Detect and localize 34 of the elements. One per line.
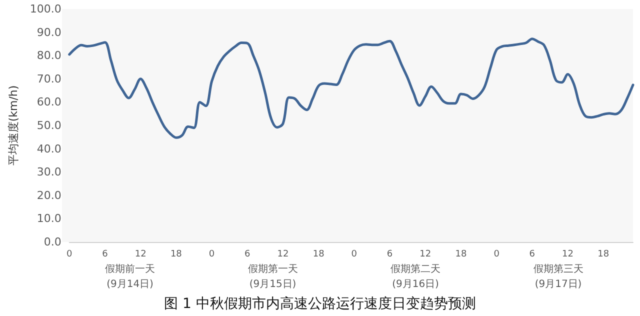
x-tick-label: 6 bbox=[102, 250, 108, 260]
x-tick-label: 18 bbox=[598, 250, 610, 260]
y-tick-label: 100.0 bbox=[30, 2, 62, 16]
x-tick-label: 12 bbox=[134, 250, 146, 260]
text: 假期第二天 (9月16日) bbox=[390, 263, 440, 290]
y-tick-label: 0.0 bbox=[44, 236, 62, 248]
y-tick-label: 40.0 bbox=[36, 142, 62, 156]
x-tick-label: 6 bbox=[244, 250, 251, 260]
x-tick-label: 12 bbox=[277, 250, 289, 260]
x-tick-label: 0 bbox=[351, 250, 358, 260]
text: 假期第三天 (9月17日) bbox=[533, 263, 584, 290]
x-tick-label: 18 bbox=[455, 250, 467, 260]
x-tick-label: 0 bbox=[66, 250, 73, 260]
x-tick-label: 12 bbox=[420, 250, 432, 260]
line-series bbox=[68, 38, 634, 139]
y-tick-label: 70.0 bbox=[36, 72, 62, 86]
text: 图 1 中秋假期市内高速公路运行速度日变趋势预测 bbox=[164, 296, 476, 312]
x-tick-label: 0 bbox=[208, 250, 215, 260]
y-tick-label: 50.0 bbox=[36, 119, 62, 132]
y-tick-label: 90.0 bbox=[36, 26, 62, 39]
x-tick-label: 0 bbox=[494, 250, 500, 260]
x-tick-label: 18 bbox=[312, 250, 325, 260]
x-tick-label: 6 bbox=[386, 250, 393, 260]
y-tick-label: 10.0 bbox=[36, 212, 62, 226]
text: 假期前一天 (9月14日) bbox=[105, 263, 155, 290]
y-tick-label: 60.0 bbox=[36, 96, 62, 109]
x-tick-label: 12 bbox=[562, 250, 574, 260]
x-tick-label: 18 bbox=[170, 250, 182, 260]
y-tick-label: 30.0 bbox=[36, 166, 62, 179]
y-tick-label: 80.0 bbox=[36, 49, 62, 62]
y-tick-label: 20.0 bbox=[36, 188, 62, 202]
text: 假期第一天 (9月15日) bbox=[248, 263, 298, 290]
y-axis-title: 平均速度(km/h) bbox=[7, 85, 20, 166]
x-tick-label: 6 bbox=[529, 250, 536, 260]
